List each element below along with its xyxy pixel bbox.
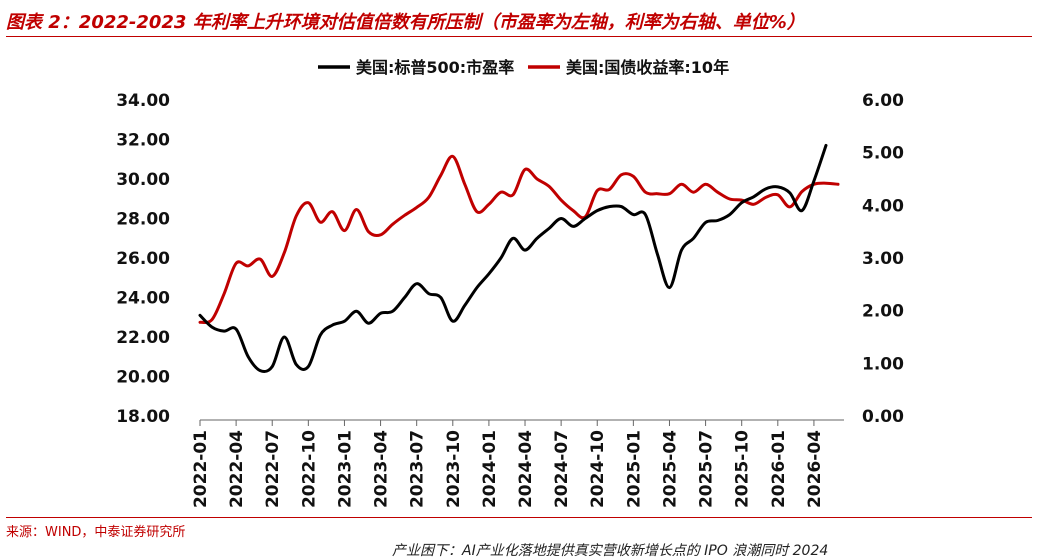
x-tick-label: 2024-01 [480,430,500,508]
x-tick-label: 2026-04 [805,430,825,508]
x-tick-label: 2022-10 [299,430,319,508]
left-y-tick-label: 18.00 [116,407,170,427]
right-y-tick-label: 2.00 [862,302,904,322]
x-tick-label: 2022-04 [227,430,247,508]
x-tick-label: 2022-07 [263,430,283,508]
right-y-tick-label: 1.00 [862,354,904,374]
right-y-tick-label: 6.00 [862,91,904,111]
left-y-tick-label: 22.00 [116,328,170,348]
x-tick-label: 2025-01 [624,430,644,508]
left-y-tick-label: 20.00 [116,368,170,388]
figure-title: 图表 2：2022-2023 年利率上升环境对估值倍数有所压制（市盈率为左轴，利… [6,12,805,33]
right-y-tick-label: 3.00 [862,249,904,269]
right-y-tick-label: 5.00 [862,144,904,164]
x-tick-label: 2023-07 [408,430,428,508]
pe-ratio-line [198,143,828,374]
right-y-tick-label: 0.00 [862,407,904,427]
legend-label-yield: 美国:国债收益率:10年 [566,58,729,77]
left-y-tick-label: 28.00 [116,210,170,230]
left-y-tick-label: 32.00 [116,131,170,151]
x-tick-label: 2024-04 [516,430,536,508]
left-y-tick-label: 34.00 [116,91,170,111]
x-tick-label: 2023-10 [444,430,464,508]
x-tick-label: 2023-01 [335,430,355,508]
treasury-yield-line [198,154,840,325]
x-tick-label: 2025-07 [697,430,717,508]
x-tick-label: 2024-07 [552,430,572,508]
left-y-tick-label: 30.00 [116,170,170,190]
footer-divider [6,517,1032,518]
left-y-tick-label: 26.00 [116,249,170,269]
title-divider [6,36,1032,37]
source-note: 来源：WIND，中泰证券研究所 [6,525,186,540]
right-y-tick-label: 4.00 [862,196,904,216]
left-y-tick-label: 24.00 [116,289,170,309]
x-tick-label: 2026-01 [769,430,789,508]
x-tick-label: 2023-04 [372,430,392,508]
x-tick-label: 2024-10 [588,430,608,508]
x-tick-label: 2025-10 [733,430,753,508]
x-tick-label: 2022-01 [191,430,211,508]
legend-label-pe: 美国:标普500:市盈率 [356,58,514,77]
footer-note: 产业困下：AI产业化落地提供真实营收新增长点的 IPO 浪潮同时 2024 [392,543,829,559]
x-tick-label: 2025-04 [660,430,680,508]
